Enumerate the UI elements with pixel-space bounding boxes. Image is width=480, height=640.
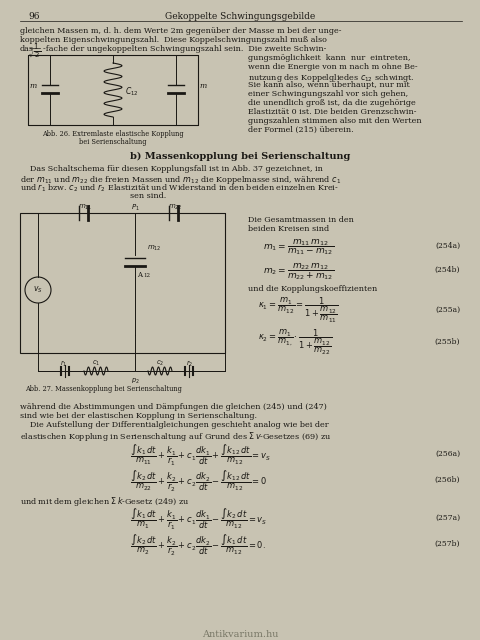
Text: Abb. 26. Extremlaste elastische Kopplung: Abb. 26. Extremlaste elastische Kopplung xyxy=(42,130,184,138)
Text: sind wie bei der elastischen Kopplung in Serienschaltung.: sind wie bei der elastischen Kopplung in… xyxy=(20,412,257,420)
Text: wenn die Energie von m nach m ohne Be-: wenn die Energie von m nach m ohne Be- xyxy=(248,63,418,71)
Text: $m_{22}$: $m_{22}$ xyxy=(168,203,182,212)
Text: (257b): (257b) xyxy=(434,540,460,548)
Bar xyxy=(28,55,198,125)
Text: m: m xyxy=(29,82,36,90)
Text: $r_2$: $r_2$ xyxy=(186,359,193,369)
Text: und $r_1$ bzw. $c_2$ und $r_2$ Elastizität und Widerstand in den beiden einzelne: und $r_1$ bzw. $c_2$ und $r_2$ Elastizit… xyxy=(20,183,339,195)
Text: (255a): (255a) xyxy=(435,306,460,314)
Text: Das Schaltschema für diesen Kopplungsfall ist in Abb. 37 gezeichnet, in: Das Schaltschema für diesen Kopplungsfal… xyxy=(20,165,323,173)
Text: 96: 96 xyxy=(28,12,39,21)
Text: A: A xyxy=(137,271,142,279)
Text: der Formel (215) überein.: der Formel (215) überein. xyxy=(248,126,354,134)
Text: -fache der ungekoppelten Schwingungszahl sein.  Die zweite Schwin-: -fache der ungekoppelten Schwingungszahl… xyxy=(43,45,326,53)
Text: während die Abstimmungen und Dämpfungen die gleichen (245) und (247): während die Abstimmungen und Dämpfungen … xyxy=(20,403,327,411)
Text: $P_1$: $P_1$ xyxy=(131,203,139,213)
Text: (254a): (254a) xyxy=(435,242,460,250)
Text: (257a): (257a) xyxy=(435,514,460,522)
Text: $\dfrac{\int k_2\,dt}{m_2} + \dfrac{k_2}{r_2} + c_2\dfrac{dk_2}{dt} - \dfrac{\in: $\dfrac{\int k_2\,dt}{m_2} + \dfrac{k_2}… xyxy=(130,533,266,558)
Text: $\dfrac{\int k_1\,dt}{m_{11}} + \dfrac{k_1}{r_1} + c_1\dfrac{dk_1}{dt} + \dfrac{: $\dfrac{\int k_1\,dt}{m_{11}} + \dfrac{k… xyxy=(130,443,271,468)
Text: sen sind.: sen sind. xyxy=(130,192,166,200)
Text: nutzung des Koppelgliedes $c_{12}$ schwingt.: nutzung des Koppelgliedes $c_{12}$ schwi… xyxy=(248,72,415,84)
Text: Antikvarium.hu: Antikvarium.hu xyxy=(202,630,278,639)
Text: $v_S$: $v_S$ xyxy=(33,285,43,295)
Text: elastischen Kopplung in Serienschaltung auf Grund des $\Sigma\,v$-Gesetzes (69) : elastischen Kopplung in Serienschaltung … xyxy=(20,430,332,443)
Text: der $m_{11}$ und $m_{22}$ die freien Massen und $m_{12}$ die Koppelmasse sind, w: der $m_{11}$ und $m_{22}$ die freien Mas… xyxy=(20,174,341,186)
Text: $\kappa_1 = \dfrac{m_1}{m_{12}} = \dfrac{1}{1 + \dfrac{m_{12}}{m_{11}}}$: $\kappa_1 = \dfrac{m_1}{m_{12}} = \dfrac… xyxy=(258,296,339,325)
Text: $\dfrac{\int k_2\,dt}{m_{22}} + \dfrac{k_2}{r_2} + c_2\dfrac{dk_2}{dt} - \dfrac{: $\dfrac{\int k_2\,dt}{m_{22}} + \dfrac{k… xyxy=(130,469,267,494)
Text: $r_1$: $r_1$ xyxy=(60,359,68,369)
Text: 12: 12 xyxy=(143,273,150,278)
Text: $m_{12}$: $m_{12}$ xyxy=(147,243,162,253)
Text: (255b): (255b) xyxy=(434,338,460,346)
Text: das: das xyxy=(20,45,34,53)
Text: die unendlich groß ist, da die zugehörige: die unendlich groß ist, da die zugehörig… xyxy=(248,99,416,107)
Text: gleichen Massen m, d. h. dem Werte 2m gegenüber der Masse m bei der unge-: gleichen Massen m, d. h. dem Werte 2m ge… xyxy=(20,27,341,35)
Text: und mit dem gleichen $\Sigma\,k$-Gesetz (249) zu: und mit dem gleichen $\Sigma\,k$-Gesetz … xyxy=(20,495,190,508)
Text: bei Serienschaltung: bei Serienschaltung xyxy=(79,138,147,146)
Text: $m_{11}$: $m_{11}$ xyxy=(78,203,92,212)
Text: b) Massenkopplung bei Serienschaltung: b) Massenkopplung bei Serienschaltung xyxy=(130,152,350,161)
Text: $c_2$: $c_2$ xyxy=(156,359,164,368)
Text: $p_2$: $p_2$ xyxy=(131,377,139,386)
Text: und die Kopplungskoeffizienten: und die Kopplungskoeffizienten xyxy=(248,285,377,293)
Text: Gekoppelte Schwingungsgebilde: Gekoppelte Schwingungsgebilde xyxy=(165,12,315,21)
Text: $C_{12}$: $C_{12}$ xyxy=(125,86,139,99)
Text: $\!\sqrt{2}$: $\!\sqrt{2}$ xyxy=(29,49,41,59)
Text: einer Schwingungszahl vor sich gehen,: einer Schwingungszahl vor sich gehen, xyxy=(248,90,408,98)
Text: gungsmöglichkeit  kann  nur  eintreten,: gungsmöglichkeit kann nur eintreten, xyxy=(248,54,410,62)
Text: Elastizität 0 ist. Die beiden Grenzschwin-: Elastizität 0 ist. Die beiden Grenzschwi… xyxy=(248,108,417,116)
Text: koppelten Eigenschwingungszahl.  Diese Koppelschwingungszahl muß also: koppelten Eigenschwingungszahl. Diese Ko… xyxy=(20,36,327,44)
Text: gungszahlen stimmen also mit den Werten: gungszahlen stimmen also mit den Werten xyxy=(248,117,421,125)
Text: 1: 1 xyxy=(33,43,37,51)
Text: Die Aufstellung der Differentialgleichungen geschieht analog wie bei der: Die Aufstellung der Differentialgleichun… xyxy=(20,421,329,429)
Text: Abb. 27. Massenkopplung bei Serienschaltung: Abb. 27. Massenkopplung bei Serienschalt… xyxy=(25,385,182,393)
Bar xyxy=(20,213,225,353)
Text: (256a): (256a) xyxy=(435,450,460,458)
Text: $c_1$: $c_1$ xyxy=(92,359,100,368)
Text: $\kappa_2 = \dfrac{m_1}{m_{1{,}}} \cdot \dfrac{1}{1 + \dfrac{m_{12}}{m_{22}}}$: $\kappa_2 = \dfrac{m_1}{m_{1{,}}} \cdot … xyxy=(258,328,333,357)
Text: (254b): (254b) xyxy=(434,266,460,274)
Text: $m_1 = \dfrac{m_{11}\,m_{12}}{m_{11} - m_{12}}$: $m_1 = \dfrac{m_{11}\,m_{12}}{m_{11} - m… xyxy=(263,237,334,257)
Text: $\dfrac{\int k_1\,dt}{m_1} + \dfrac{k_1}{r_1} + c_1\dfrac{dk_1}{dt} - \dfrac{\in: $\dfrac{\int k_1\,dt}{m_1} + \dfrac{k_1}… xyxy=(130,507,267,532)
Text: Die Gesamtmassen in den: Die Gesamtmassen in den xyxy=(248,216,354,224)
Text: Sie kann also, wenn überhaupt, nur mit: Sie kann also, wenn überhaupt, nur mit xyxy=(248,81,410,89)
Text: (256b): (256b) xyxy=(434,476,460,484)
Text: m: m xyxy=(199,82,206,90)
Text: $m_2 = \dfrac{m_{22}\,m_{12}}{m_{22} + m_{12}}$: $m_2 = \dfrac{m_{22}\,m_{12}}{m_{22} + m… xyxy=(263,261,334,282)
Text: beiden Kreisen sind: beiden Kreisen sind xyxy=(248,225,329,233)
